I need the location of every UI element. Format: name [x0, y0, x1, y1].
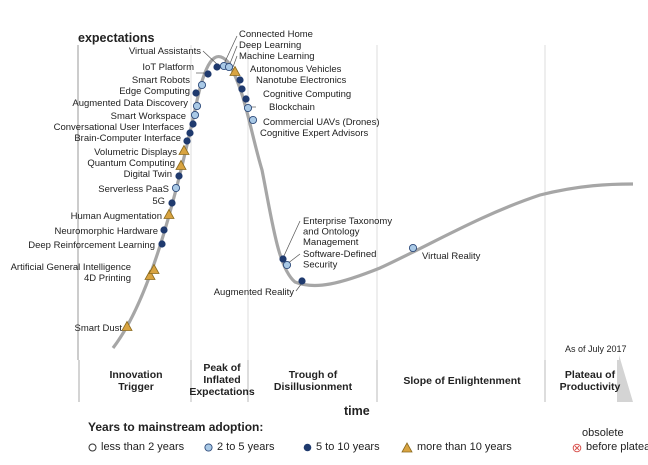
marker-digital-twin	[175, 172, 183, 180]
marker-cognitive-expert-advisors	[248, 115, 258, 125]
as-of-note: As of July 2017	[565, 344, 627, 354]
marker-4d-printing	[144, 269, 156, 280]
marker-smart-robots	[192, 89, 200, 97]
label-smart-workspace: Smart Workspace	[111, 111, 186, 122]
legend: Years to mainstream adoption: less than …	[88, 418, 648, 462]
marker-iot-platform	[197, 80, 207, 90]
marker-5g	[168, 199, 176, 207]
phase-label-plateau-of-productivity: Plateau of Productivity	[560, 369, 621, 393]
phase-label-trough-of-disillusionment: Trough of Disillusionment	[274, 369, 353, 393]
legend-item-label: less than 2 years	[101, 441, 185, 453]
marker-nanotube-electronics	[236, 76, 244, 84]
leader-line	[222, 35, 238, 67]
label-deep-reinforcement-learning: Deep Reinforcement Learning	[28, 240, 155, 251]
obsolete-icon	[572, 443, 582, 452]
label-artificial-general-intelligence: Artificial General Intelligence	[11, 262, 131, 273]
circle-lightblue-icon	[204, 442, 213, 452]
marker-enterprise-taxonomy-and-ontology-management	[279, 255, 287, 263]
label-4d-printing: 4D Printing	[84, 273, 131, 284]
label-smart-dust: Smart Dust	[74, 323, 122, 334]
legend-item-label: more than 10 years	[417, 441, 512, 453]
label-enterprise-taxonomy-and-ontology-management: Enterprise Taxonomy and Ontology Managemen…	[303, 216, 392, 248]
circle-white-icon	[88, 443, 97, 451]
phase-label-peak-of-inflated-expectations: Peak of Inflated Expectations	[189, 362, 255, 398]
marker-blockchain	[242, 95, 250, 103]
marker-augmented-reality	[298, 277, 306, 285]
label-connected-home: Connected Home	[239, 29, 313, 40]
legend-obsolete-top: obsolete	[582, 427, 624, 439]
label-human-augmentation: Human Augmentation	[71, 211, 162, 222]
marker-connected-home	[213, 63, 221, 71]
marker-quantum-computing	[175, 159, 187, 170]
label-commercial-uavs-drones: Commercial UAVs (Drones)	[263, 117, 379, 128]
legend-obsolete-label: before plateau	[586, 441, 648, 453]
legend-item: 2 to 5 years	[204, 441, 274, 453]
legend-item: more than 10 years	[401, 441, 512, 453]
marker-serverless-paas	[171, 183, 181, 193]
label-software-defined-security: Software-Defined Security	[303, 249, 376, 271]
label-cognitive-expert-advisors: Cognitive Expert Advisors	[260, 128, 368, 139]
marker-edge-computing	[192, 101, 202, 111]
leader-line	[228, 45, 238, 67]
label-augmented-reality: Augmented Reality	[214, 287, 295, 298]
marker-artificial-general-intelligence	[148, 263, 160, 274]
label-autonomous-vehicles: Autonomous Vehicles	[250, 64, 342, 75]
marker-human-augmentation	[163, 208, 175, 219]
triangle-orange-icon	[401, 441, 413, 452]
phase-labels: Innovation Trigger Peak of Inflated Expectat…	[109, 362, 620, 398]
technology-markers	[121, 61, 418, 331]
label-cognitive-computing: Cognitive Computing	[263, 89, 351, 100]
label-virtual-assistants: Virtual Assistants	[129, 46, 201, 57]
legend-obsolete-bottom: before plateau	[572, 441, 648, 454]
label-conversational-user-interfaces: Conversational User Interfaces	[54, 122, 185, 133]
label-blockchain: Blockchain	[269, 102, 315, 113]
marker-volumetric-displays	[178, 144, 190, 155]
label-neuromorphic-hardware: Neuromorphic Hardware	[55, 226, 158, 237]
marker-commercial-uavs-drones	[243, 103, 253, 113]
label-edge-computing: Edge Computing	[119, 86, 190, 97]
x-axis-title: time	[344, 404, 370, 418]
label-digital-twin: Digital Twin	[124, 169, 172, 180]
marker-software-defined-security	[282, 260, 292, 270]
marker-augmented-data-discovery	[190, 110, 200, 120]
label-5g: 5G	[152, 196, 165, 207]
marker-machine-learning	[224, 62, 234, 72]
marker-conversational-user-interfaces	[186, 129, 194, 137]
legend-item-label: 5 to 10 years	[316, 441, 380, 453]
label-serverless-paas: Serverless PaaS	[98, 184, 169, 195]
marker-autonomous-vehicles	[229, 65, 241, 76]
marker-smart-dust	[121, 320, 133, 331]
label-iot-platform: IoT Platform	[142, 62, 194, 73]
label-volumetric-displays: Volumetric Displays	[94, 147, 177, 158]
label-machine-learning: Machine Learning	[239, 51, 315, 62]
label-virtual-reality: Virtual Reality	[422, 251, 481, 262]
legend-items: less than 2 years 2 to 5 years 5 to 10 y…	[88, 427, 648, 457]
marker-brain-computer-interface	[183, 137, 191, 145]
legend-item: less than 2 years	[88, 441, 184, 453]
marker-neuromorphic-hardware	[160, 226, 168, 234]
marker-cognitive-computing	[238, 85, 246, 93]
label-brain-computer-interface: Brain-Computer Interface	[74, 133, 181, 144]
label-deep-learning: Deep Learning	[239, 40, 301, 51]
phase-band	[80, 360, 617, 402]
label-nanotube-electronics: Nanotube Electronics	[256, 75, 347, 86]
label-smart-robots: Smart Robots	[132, 75, 190, 86]
phase-label-slope-of-enlightenment: Slope of Enlightenment	[403, 375, 521, 387]
legend-title: Years to mainstream adoption:	[88, 420, 264, 434]
legend-item: 5 to 10 years	[303, 441, 380, 453]
marker-virtual-assistants	[204, 70, 212, 78]
marker-deep-reinforcement-learning	[158, 240, 166, 248]
circle-darkblue-icon	[303, 443, 312, 451]
y-axis-title: expectations	[78, 31, 154, 45]
phase-label-innovation-trigger: Innovation Trigger	[109, 369, 162, 393]
label-quantum-computing: Quantum Computing	[87, 158, 175, 169]
marker-virtual-reality	[408, 243, 418, 253]
leader-line	[282, 220, 301, 259]
label-augmented-data-discovery: Augmented Data Discovery	[72, 98, 188, 109]
marker-smart-workspace	[189, 120, 197, 128]
leader-line	[232, 55, 238, 68]
legend-item-label: 2 to 5 years	[217, 441, 275, 453]
